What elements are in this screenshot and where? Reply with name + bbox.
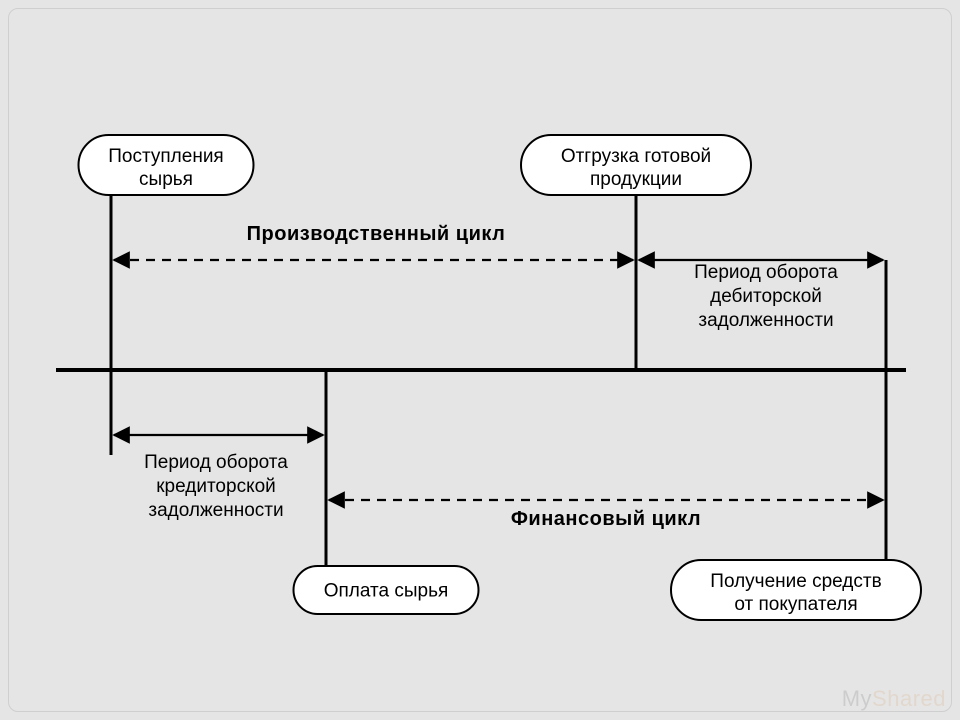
svg-text:продукции: продукции [590, 169, 682, 190]
svg-text:Производственный цикл: Производственный цикл [247, 223, 506, 245]
svg-text:Период оборота: Период оборота [144, 452, 288, 473]
svg-text:Поступления: Поступления [108, 146, 223, 167]
svg-text:от покупателя: от покупателя [734, 594, 857, 615]
node-raw-materials-in: Поступлениясырья [79, 135, 254, 195]
svg-text:дебиторской: дебиторской [710, 286, 822, 307]
node-shipment: Отгрузка готовойпродукции [521, 135, 751, 195]
watermark: MyShared [842, 686, 946, 712]
watermark-accent: Shared [872, 686, 946, 711]
svg-text:Получение средств: Получение средств [710, 571, 881, 592]
node-payment: Оплата сырья [294, 566, 479, 614]
node-receipt: Получение средствот покупателя [671, 560, 921, 620]
span-financial-cycle: Финансовый цикл [329, 500, 883, 530]
svg-text:Оплата сырья: Оплата сырья [324, 581, 449, 602]
span-receivables-period: Период оборота дебиторской задолженности [639, 260, 883, 331]
svg-text:задолженности: задолженности [698, 310, 833, 331]
span-payables-period: Период оборота кредиторской задолженности [114, 435, 323, 521]
svg-text:задолженности: задолженности [148, 500, 283, 521]
cycle-diagram: Производственный цикл Период оборота деби… [16, 60, 944, 660]
svg-text:Отгрузка готовой: Отгрузка готовой [561, 146, 711, 167]
svg-text:Период оборота: Период оборота [694, 262, 838, 283]
svg-text:сырья: сырья [139, 169, 193, 190]
svg-text:кредиторской: кредиторской [156, 476, 276, 497]
svg-text:Финансовый цикл: Финансовый цикл [511, 508, 701, 530]
span-production-cycle: Производственный цикл [114, 223, 633, 260]
watermark-plain: My [842, 686, 872, 711]
